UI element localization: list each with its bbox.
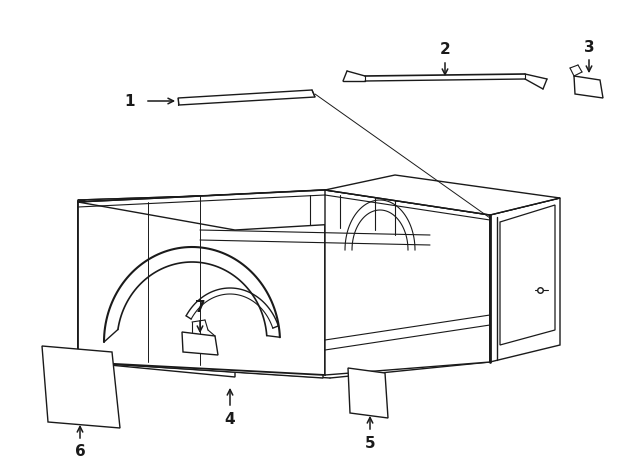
Text: 5: 5 [365,436,375,450]
Text: 6: 6 [75,445,85,460]
Text: 4: 4 [225,413,236,428]
Polygon shape [500,205,555,345]
Polygon shape [574,76,603,98]
Text: 2: 2 [440,42,451,57]
Polygon shape [325,190,490,375]
Polygon shape [78,190,325,375]
Polygon shape [42,346,120,428]
Polygon shape [348,368,388,418]
Polygon shape [325,175,560,215]
Polygon shape [490,198,560,362]
Polygon shape [78,200,235,377]
Text: 3: 3 [584,40,595,55]
Polygon shape [182,332,218,355]
Polygon shape [78,190,490,230]
Polygon shape [78,192,490,228]
Text: 7: 7 [195,300,205,316]
Polygon shape [78,192,323,378]
Polygon shape [178,90,315,105]
Text: 1: 1 [125,94,135,108]
